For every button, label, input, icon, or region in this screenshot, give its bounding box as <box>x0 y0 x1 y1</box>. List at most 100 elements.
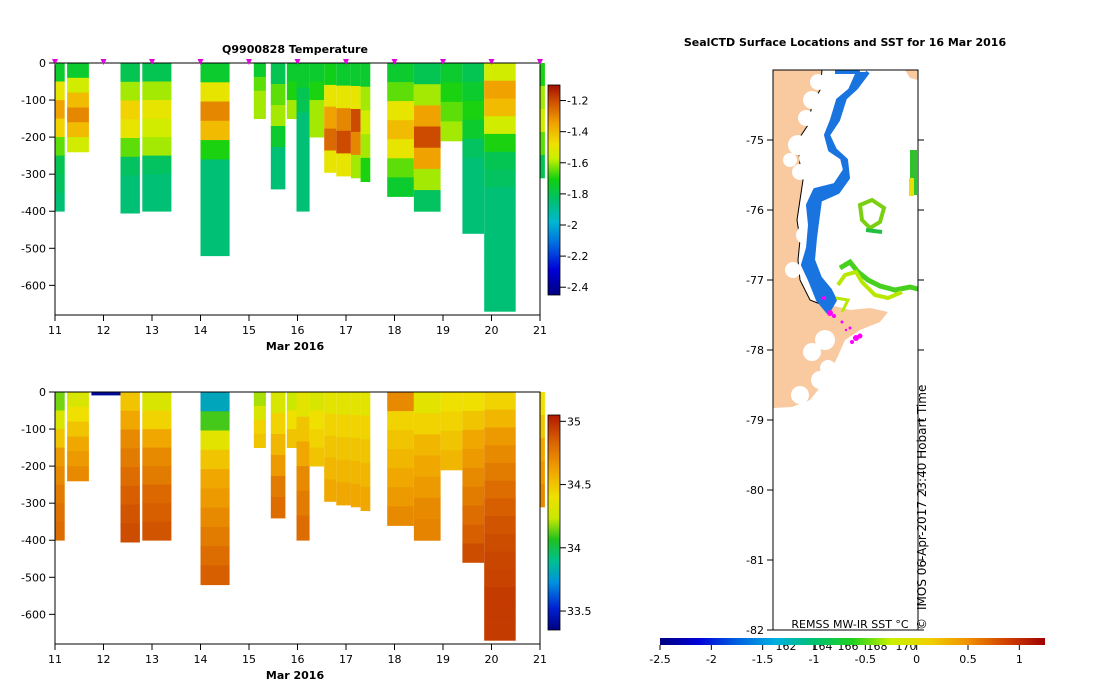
profile-cell <box>120 504 140 524</box>
profile-cell <box>540 392 545 416</box>
profile-cell <box>413 497 441 520</box>
profile-cell <box>67 421 89 437</box>
profile-cell <box>484 240 516 259</box>
profile-cell <box>55 100 65 119</box>
profile-cell <box>336 414 351 438</box>
profile-cell <box>440 411 463 432</box>
profile-cell <box>142 192 172 212</box>
profile-marker <box>537 59 543 65</box>
sst-polynya-ring <box>857 197 887 231</box>
sst-colorbar-ticks: -2.5 -2 -1.5 -1 -0.5 0 0.5 1 <box>649 645 1023 666</box>
profile-cell <box>462 119 485 140</box>
profile-cell <box>324 392 337 415</box>
profile-cell <box>142 429 172 448</box>
profile-cell <box>270 455 286 477</box>
profile-cell <box>324 413 337 437</box>
lat-tick-label: -82 <box>746 624 764 637</box>
profile-cell <box>67 77 89 93</box>
profile-cell <box>462 543 485 563</box>
salinity-colorbar <box>547 414 561 631</box>
profile-cell <box>462 81 485 102</box>
profile-cell <box>484 516 516 535</box>
sst-coastal-cold-band <box>801 70 870 314</box>
profile-cell <box>309 447 325 467</box>
profile-cell <box>200 178 230 199</box>
profile-cell <box>413 168 441 191</box>
x-tick-label: 17 <box>339 653 353 666</box>
lat-tick-label: -80 <box>746 484 764 497</box>
profile-cell <box>324 457 337 480</box>
profile-cell <box>200 140 230 160</box>
x-tick-label: 11 <box>48 324 62 337</box>
profile-cell <box>336 108 351 132</box>
x-tick-label: 12 <box>97 324 111 337</box>
profile-cell <box>387 468 414 488</box>
profile-cell <box>55 429 65 448</box>
profile-cell <box>270 147 286 169</box>
profile-cell <box>142 137 172 156</box>
profile-cell <box>484 80 516 99</box>
profile-cell <box>142 118 172 138</box>
profile-cell <box>360 134 371 159</box>
profile-cell <box>413 392 441 414</box>
profile-marker <box>343 59 349 65</box>
profile-cell <box>360 392 371 417</box>
profile-cell <box>540 483 545 508</box>
profile-cell <box>462 138 485 159</box>
profile-cell <box>309 81 325 101</box>
profile-cell <box>200 217 230 237</box>
profile-cell <box>286 81 297 101</box>
profile-cell <box>270 413 286 435</box>
y-tick-label: -500 <box>21 242 46 255</box>
profile-cell <box>296 186 310 212</box>
profile-cell <box>350 154 361 179</box>
lat-tick-label: -78 <box>746 344 764 357</box>
profile-cell <box>67 406 89 422</box>
profile-cell <box>55 81 65 101</box>
profile-cell <box>253 104 266 119</box>
sst-ice-edge-green <box>838 258 919 293</box>
profile-cell <box>462 195 485 215</box>
profile-cell <box>440 430 463 451</box>
profile-cell <box>309 100 325 119</box>
sst-tick-label: 0.5 <box>959 653 977 666</box>
x-tick-label: 15 <box>242 653 256 666</box>
profile-cell <box>142 100 172 119</box>
profile-cell <box>270 168 286 190</box>
profile-cell <box>200 411 230 431</box>
profile-cell <box>462 524 485 544</box>
profile-cell <box>440 82 463 103</box>
profile-cell <box>462 214 485 234</box>
profile-cell <box>484 587 516 606</box>
profile-cell <box>270 497 286 519</box>
sst-bay-patch <box>835 296 851 313</box>
salinity-x-ticks: 11 12 13 14 15 16 17 18 19 20 21 <box>48 644 547 666</box>
x-tick-label: 12 <box>97 653 111 666</box>
profile-cell <box>120 523 140 543</box>
profile-cell <box>309 63 325 82</box>
y-tick-label: -400 <box>21 205 46 218</box>
lat-tick-label: -79 <box>746 414 764 427</box>
profile-cell <box>413 519 441 541</box>
profile-cell <box>360 157 371 182</box>
profile-cell <box>387 392 414 412</box>
x-tick-label: 20 <box>485 653 499 666</box>
profile-cell <box>55 155 65 175</box>
profile-cell <box>296 416 310 442</box>
profile-cell <box>270 63 286 85</box>
profile-cell <box>200 120 230 141</box>
x-tick-label: 21 <box>533 324 547 337</box>
sst-tick-label: -2.5 <box>649 653 670 666</box>
profile-cell <box>462 410 485 431</box>
profile-cell <box>270 105 286 127</box>
profile-cell <box>67 392 89 408</box>
profile-cell <box>296 137 310 163</box>
profile-cell <box>200 197 230 218</box>
profile-cell <box>462 100 485 121</box>
profile-cell <box>200 546 230 566</box>
profile-cell <box>484 151 516 170</box>
seal-ctd-locations <box>822 296 863 344</box>
profile-cell <box>462 429 485 450</box>
profile-cell <box>120 392 140 412</box>
profile-cell <box>55 118 65 138</box>
